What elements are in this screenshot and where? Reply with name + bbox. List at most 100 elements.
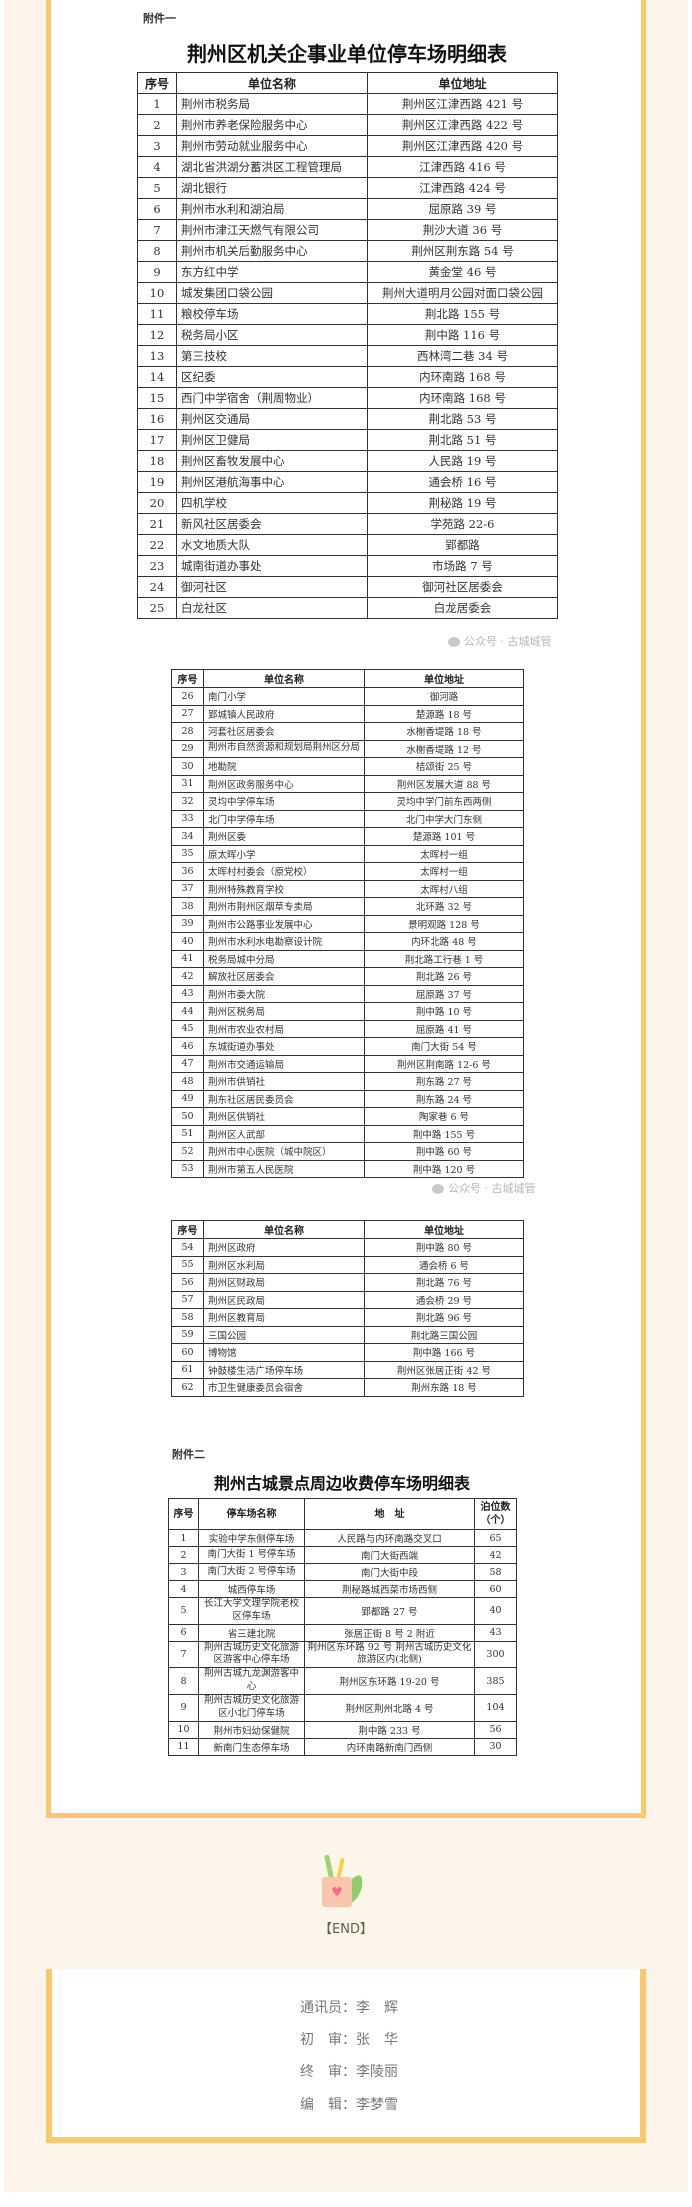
parking-table-1: 序号 单位名称 单位地址 1 荆州市税务局 荆州区江津西路 421 号 2 荆州市养老保险服务… bbox=[137, 72, 558, 619]
attachment1-label: 附件一 bbox=[143, 12, 176, 25]
row-number: 27 bbox=[171, 704, 204, 723]
unit-address: 白龙居委会 bbox=[367, 597, 558, 619]
address: 荆州区荆州北路 4 号 bbox=[304, 1693, 475, 1722]
unit-name: 原太晖小学 bbox=[203, 844, 365, 863]
unit-address: 荆北路 26 号 bbox=[364, 967, 524, 986]
table-row: 35 原太晖小学 太晖村一组 bbox=[171, 844, 524, 863]
table-row: 6 荆州市水利和湖泊局 屈原路 39 号 bbox=[137, 198, 558, 220]
unit-name: 荆州区供销社 bbox=[203, 1107, 365, 1126]
unit-name: 城南街道办事处 bbox=[176, 555, 368, 577]
row-number: 1 bbox=[168, 1529, 199, 1547]
unit-address: 荆州大道明月公园对面口袋公园 bbox=[367, 282, 558, 304]
table-row: 48 荆州市供销社 荆东路 27 号 bbox=[171, 1072, 524, 1091]
row-number: 36 bbox=[171, 862, 204, 881]
unit-address: 江津西路 424 号 bbox=[367, 177, 558, 199]
row-number: 57 bbox=[171, 1290, 204, 1309]
unit-address: 荆中路 60 号 bbox=[364, 1142, 524, 1161]
table-row: 15 西门中学宿舍（荆周物业） 内环南路 168 号 bbox=[137, 387, 558, 409]
space-count: 60 bbox=[474, 1580, 517, 1598]
row-number: 46 bbox=[171, 1037, 204, 1056]
table-row: 62 市卫生健康委员会宿舍 荆州东路 18 号 bbox=[171, 1378, 524, 1397]
table-row: 53 荆州市第五人民医院 荆中路 120 号 bbox=[171, 1159, 524, 1178]
unit-address: 荆北路三国公园 bbox=[364, 1325, 524, 1344]
table-row: 44 荆州区税务局 荆中路 10 号 bbox=[171, 1002, 524, 1021]
unit-name: 荆州区教育局 bbox=[203, 1308, 365, 1327]
table-header-row: 序号 停车场名称地 址泊位数（个） bbox=[168, 1498, 517, 1530]
unit-address: 荆北路 76 号 bbox=[364, 1273, 524, 1292]
unit-address: 通会桥 6 号 bbox=[364, 1255, 524, 1274]
unit-name: 第三技校 bbox=[176, 345, 368, 367]
unit-name: 税务局小区 bbox=[176, 324, 368, 346]
row-number: 51 bbox=[171, 1124, 204, 1143]
table-row: 31 荆州区政务服务中心 荆州区发展大道 88 号 bbox=[171, 774, 524, 793]
unit-address: 景明观路 128 号 bbox=[364, 914, 524, 933]
row-number: 38 bbox=[171, 897, 204, 916]
unit-name: 荆州特殊教育学校 bbox=[203, 879, 365, 898]
row-number: 33 bbox=[171, 809, 204, 828]
parking-table-3: 序号 单位名称 单位地址 54 荆州区政府 荆中路 80 号 55 荆州区水利局 通会桥 6 号… bbox=[171, 1220, 524, 1397]
row-number: 7 bbox=[137, 219, 177, 241]
unit-name: 荆州市劳动就业服务中心 bbox=[176, 135, 368, 157]
table-row: 59 三国公园 荆北路三国公园 bbox=[171, 1325, 524, 1344]
unit-name: 区纪委 bbox=[176, 366, 368, 388]
space-count: 65 bbox=[474, 1529, 517, 1547]
parking-lot-name: 城西停车场 bbox=[198, 1580, 305, 1598]
unit-name: 荆州市荆州区烟草专卖局 bbox=[203, 897, 365, 916]
unit-name: 四机学校 bbox=[176, 492, 368, 514]
parking-lot-name: 南门大街 2 号停车场 bbox=[198, 1563, 305, 1581]
row-number: 41 bbox=[171, 949, 204, 968]
table-row: 56 荆州区财政局 荆北路 76 号 bbox=[171, 1273, 524, 1292]
table-row: 34 荆州区委 楚源路 101 号 bbox=[171, 827, 524, 846]
row-number: 2 bbox=[168, 1546, 199, 1564]
space-count: 300 bbox=[474, 1640, 517, 1669]
row-number: 47 bbox=[171, 1054, 204, 1073]
attachment2-label: 附件二 bbox=[172, 1448, 205, 1461]
unit-address: 荆中路 155 号 bbox=[364, 1124, 524, 1143]
column-header: 单位地址 bbox=[364, 669, 524, 688]
parking-lot-name: 荆州古城历史文化旅游区游客中心停车场 bbox=[198, 1640, 305, 1669]
table-row: 1 实验中学东侧停车场 人民路与内环南路交叉口 65 bbox=[168, 1529, 517, 1547]
address: 郢都路 27 号 bbox=[304, 1597, 475, 1625]
unit-address: 学苑路 22-6 bbox=[367, 513, 558, 535]
table-row: 4 城西停车场 荆秘路城西菜市场西侧 60 bbox=[168, 1580, 517, 1598]
unit-name: 荆州区港航海事中心 bbox=[176, 471, 368, 493]
row-number: 50 bbox=[171, 1107, 204, 1126]
table-row: 33 北门中学停车场 北门中学大门东侧 bbox=[171, 809, 524, 828]
unit-name: 荆州区税务局 bbox=[203, 1002, 365, 1021]
unit-name: 湖北省洪湖分蓄洪区工程管理局 bbox=[176, 156, 368, 178]
table-row: 7 荆州古城历史文化旅游区游客中心停车场 荆州区东环路 92 号 荆州古城历史文化旅… bbox=[168, 1640, 517, 1669]
table-row: 11 新南门生态停车场 内环南路新南门西侧 30 bbox=[168, 1737, 517, 1756]
row-number: 7 bbox=[168, 1640, 199, 1669]
row-number: 9 bbox=[137, 261, 177, 283]
row-number: 43 bbox=[171, 984, 204, 1003]
unit-name: 东城街道办事处 bbox=[203, 1037, 365, 1056]
table-row: 49 荆东社区居民委员会 荆东路 24 号 bbox=[171, 1089, 524, 1108]
space-count: 56 bbox=[474, 1720, 517, 1739]
table-row: 40 荆州市水利水电勘察设计院 内环北路 48 号 bbox=[171, 932, 524, 951]
watermark-text: 公众号 · 古城城管 bbox=[448, 1182, 536, 1195]
unit-address: 人民路 19 号 bbox=[367, 450, 558, 472]
table-row: 51 荆州区人武部 荆中路 155 号 bbox=[171, 1124, 524, 1143]
pen-holder-icon bbox=[318, 1853, 372, 1909]
table-row: 5 长江大学文理学院老校区停车场 郢都路 27 号 40 bbox=[168, 1597, 517, 1625]
column-header: 单位地址 bbox=[367, 72, 558, 94]
table-row: 32 灵均中学停车场 灵均中学门前东西两侧 bbox=[171, 792, 524, 811]
unit-address: 内环北路 48 号 bbox=[364, 932, 524, 951]
space-count: 42 bbox=[474, 1546, 517, 1564]
unit-address: 荆东路 27 号 bbox=[364, 1072, 524, 1091]
space-count: 58 bbox=[474, 1563, 517, 1581]
space-count: 30 bbox=[474, 1737, 517, 1756]
space-count: 385 bbox=[474, 1667, 517, 1695]
space-count: 104 bbox=[474, 1693, 517, 1722]
credit-final-review: 终 审：李陵丽 bbox=[300, 2064, 398, 2080]
column-header: 序号 bbox=[168, 1498, 199, 1530]
row-number: 3 bbox=[137, 135, 177, 157]
table-row: 29 荆州市自然资源和规划局荆州区分局 水榭香堤路 12 号 bbox=[171, 739, 524, 758]
unit-name: 水文地质大队 bbox=[176, 534, 368, 556]
row-number: 21 bbox=[137, 513, 177, 535]
unit-address: 太晖村一组 bbox=[364, 862, 524, 881]
credit-reporter: 通讯员：李 辉 bbox=[300, 2000, 398, 2016]
row-number: 11 bbox=[137, 303, 177, 325]
unit-address: 南门大街 54 号 bbox=[364, 1037, 524, 1056]
table-row: 18 荆州区畜牧发展中心 人民路 19 号 bbox=[137, 450, 558, 472]
